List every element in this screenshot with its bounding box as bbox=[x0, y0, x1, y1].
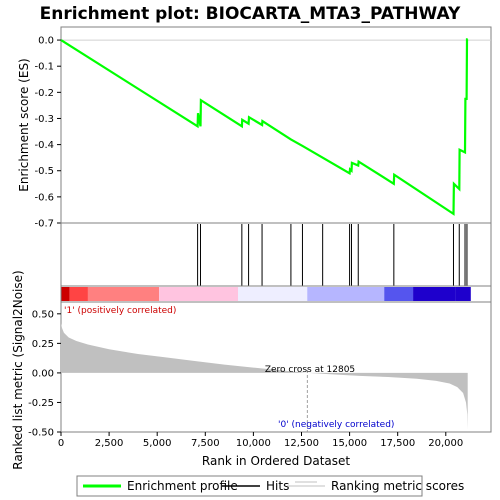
enrichment-profile-series bbox=[60, 38, 469, 216]
metric-x-axis-label: Rank in Ordered Dataset bbox=[202, 454, 350, 468]
metric-x-axis: 0 2,500 5,000 7,500 10,000 12,500 15,000 17,500… bbox=[58, 432, 463, 449]
metric-x-tick-label: 0 bbox=[58, 438, 64, 449]
colorbar-segment bbox=[159, 287, 239, 301]
colorbar-segment bbox=[307, 287, 385, 301]
es-y-axis: 0.0 -0.1 -0.2 -0.3 -0.4 -0.5 -0.6 -0.7 bbox=[34, 36, 61, 230]
metric-x-tick-label: 20,000 bbox=[428, 438, 463, 449]
metric-x-tick-label: 17,500 bbox=[380, 438, 415, 449]
es-y-tick-label: -0.3 bbox=[34, 114, 54, 125]
colorbar-segment bbox=[238, 287, 308, 301]
legend-label: Hits bbox=[266, 479, 289, 493]
rank-colorbar bbox=[61, 287, 491, 301]
hits-panel bbox=[60, 222, 492, 287]
chart-title: Enrichment plot: BIOCARTA_MTA3_PATHWAY bbox=[40, 4, 461, 24]
metric-x-tick-label: 15,000 bbox=[332, 438, 367, 449]
metric-x-tick-label: 2,500 bbox=[95, 438, 124, 449]
es-y-tick-label: -0.4 bbox=[34, 140, 54, 151]
legend-label: Enrichment profile bbox=[127, 479, 238, 493]
es-y-tick-label: -0.7 bbox=[34, 219, 54, 230]
enrichment-profile-line bbox=[60, 38, 469, 216]
es-y-tick-label: 0.0 bbox=[38, 36, 54, 47]
colorbar-segment bbox=[413, 287, 456, 301]
zero-cross-label: Zero cross at 12805 bbox=[265, 365, 355, 375]
es-y-tick-label: -0.5 bbox=[34, 166, 54, 177]
negative-correlation-label: '0' (negatively correlated) bbox=[278, 420, 394, 430]
ranking-metric-area bbox=[61, 323, 468, 430]
metric-y-tick-label: 0.50 bbox=[32, 309, 54, 320]
colorbar-segment bbox=[69, 287, 88, 301]
es-y-axis-label: Enrichment score (ES) bbox=[17, 58, 31, 191]
es-y-tick-label: -0.6 bbox=[34, 192, 54, 203]
legend-items: Enrichment profile Hits Ranking metric sco… bbox=[83, 479, 464, 493]
metric-x-tick-label: 7,500 bbox=[191, 438, 220, 449]
es-y-tick-label: -0.2 bbox=[34, 88, 54, 99]
colorbar-segment bbox=[87, 287, 160, 301]
positive-correlation-label: '1' (positively correlated) bbox=[64, 306, 176, 316]
metric-y-tick-label: -0.50 bbox=[28, 428, 54, 439]
colorbar-segment bbox=[61, 287, 70, 301]
metric-x-tick-label: 10,000 bbox=[236, 438, 271, 449]
metric-y-axis: 0.50 0.25 0.00 -0.25 -0.50 bbox=[28, 309, 61, 439]
metric-y-tick-label: -0.25 bbox=[28, 398, 54, 409]
es-y-tick-label: -0.1 bbox=[34, 62, 54, 73]
metric-y-tick-label: 0.00 bbox=[32, 368, 54, 379]
colorbar-segment bbox=[384, 287, 414, 301]
ranking-metric-series bbox=[61, 323, 468, 430]
colorbar-tail bbox=[471, 287, 491, 301]
metric-y-axis-label: Ranked list metric (Signal2Noise) bbox=[11, 270, 25, 469]
colorbar-segment bbox=[455, 287, 471, 301]
metric-y-tick-label: 0.25 bbox=[32, 339, 54, 350]
metric-x-tick-label: 5,000 bbox=[143, 438, 172, 449]
legend-label: Ranking metric scores bbox=[331, 479, 464, 493]
es-panel bbox=[60, 26, 492, 224]
hits-series bbox=[197, 224, 468, 286]
metric-x-tick-label: 12,500 bbox=[284, 438, 319, 449]
